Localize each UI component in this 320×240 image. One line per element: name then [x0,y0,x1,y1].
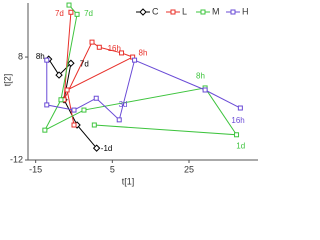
point [42,127,48,133]
series-line [46,59,241,121]
annotation: 8h [36,52,45,61]
point [91,122,97,128]
annotation: 1d [236,142,245,151]
y-tick-label: -12 [10,154,23,164]
annotation: 16h [231,116,244,125]
annotation: 8h [139,49,148,58]
x-tick-label: -15 [29,164,42,174]
annotation: 7d [55,9,64,18]
point [116,117,122,123]
legend-label: H [242,6,249,16]
y-axis-label: t[2] [2,74,12,87]
annotation: 7d [84,9,93,18]
series-line [43,4,238,136]
legend-marker [230,9,236,15]
point [66,2,72,8]
legend-label: C [152,6,159,16]
annotation: 7d [80,59,89,68]
legend-marker [170,9,176,15]
point [89,39,95,45]
point [93,95,99,101]
series-line [48,58,97,149]
point [58,97,64,103]
point [234,132,240,138]
point [71,107,77,113]
legend-marker [200,9,206,15]
x-tick-label: 5 [110,164,115,174]
chart: t[1] t[2] -15 5 25 -12 8 7d 7d 8h 7d 16h 8h 8h 3d 16h… [2,2,258,186]
legend-marker [139,8,147,16]
point [68,9,74,15]
point [92,144,101,152]
y-tick-label: 8 [18,51,23,61]
point [119,50,125,56]
legend-label: M [212,6,220,16]
point [96,44,102,50]
point [132,57,138,63]
point [55,71,63,79]
point [44,57,50,63]
legend-label: L [182,6,187,16]
point [74,11,80,17]
x-axis-label: t[1] [122,176,135,186]
annotation: 3d [119,100,128,109]
point [44,102,50,108]
point [64,87,70,93]
point [71,122,77,128]
x-tick-label: 25 [184,164,194,174]
point [237,105,243,111]
point [67,59,75,67]
annotation: 16h [108,44,121,53]
page: {"chart_data": {"type": "line", "x_label… [2,2,258,187]
point [81,107,87,113]
annotation: -1d [101,144,113,153]
point [202,87,208,93]
annotation: 8h [196,72,205,81]
